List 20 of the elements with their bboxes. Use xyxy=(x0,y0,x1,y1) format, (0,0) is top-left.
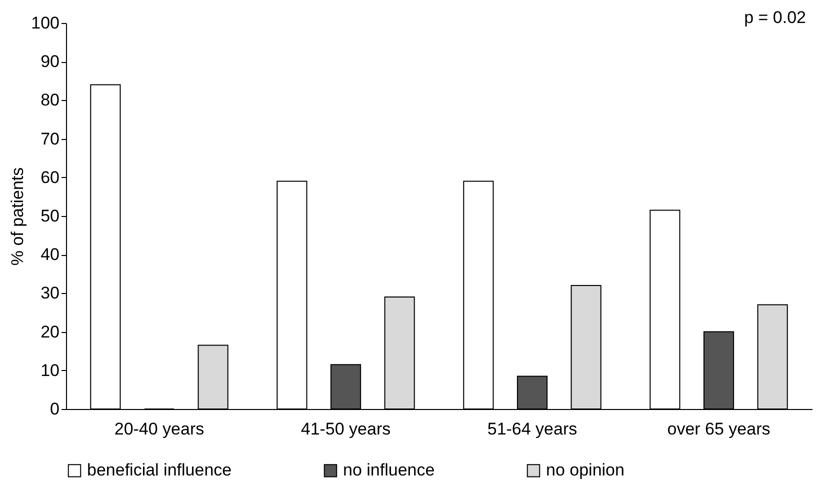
annotation: p = 0.02 xyxy=(744,8,806,28)
y-tick-label: 50 xyxy=(40,206,60,226)
x-tick-label: 51-64 years xyxy=(487,420,578,438)
y-tick-label: 100 xyxy=(31,14,60,32)
x-tick-label: over 65 years xyxy=(667,420,770,438)
y-tick-label: 90 xyxy=(40,52,60,72)
legend-label: no opinion xyxy=(546,460,624,480)
x-tick-label: 20-40 years xyxy=(114,420,204,438)
y-tick-label: 0 xyxy=(50,400,60,418)
legend-label: no influence xyxy=(343,460,435,480)
y-tick-label: 70 xyxy=(40,129,60,148)
y-tick-label: 40 xyxy=(40,245,60,264)
y-tick-label: 10 xyxy=(40,360,60,380)
y-tick-label: 80 xyxy=(40,90,60,110)
y-tick-label: 20 xyxy=(40,322,60,342)
legend-label: beneficial influence xyxy=(87,460,232,480)
y-tick-label: 30 xyxy=(40,284,60,303)
y-axis-title: % of patients xyxy=(8,167,28,266)
x-tick-label: 41-50 years xyxy=(300,420,391,438)
y-tick-label: 60 xyxy=(40,168,60,187)
